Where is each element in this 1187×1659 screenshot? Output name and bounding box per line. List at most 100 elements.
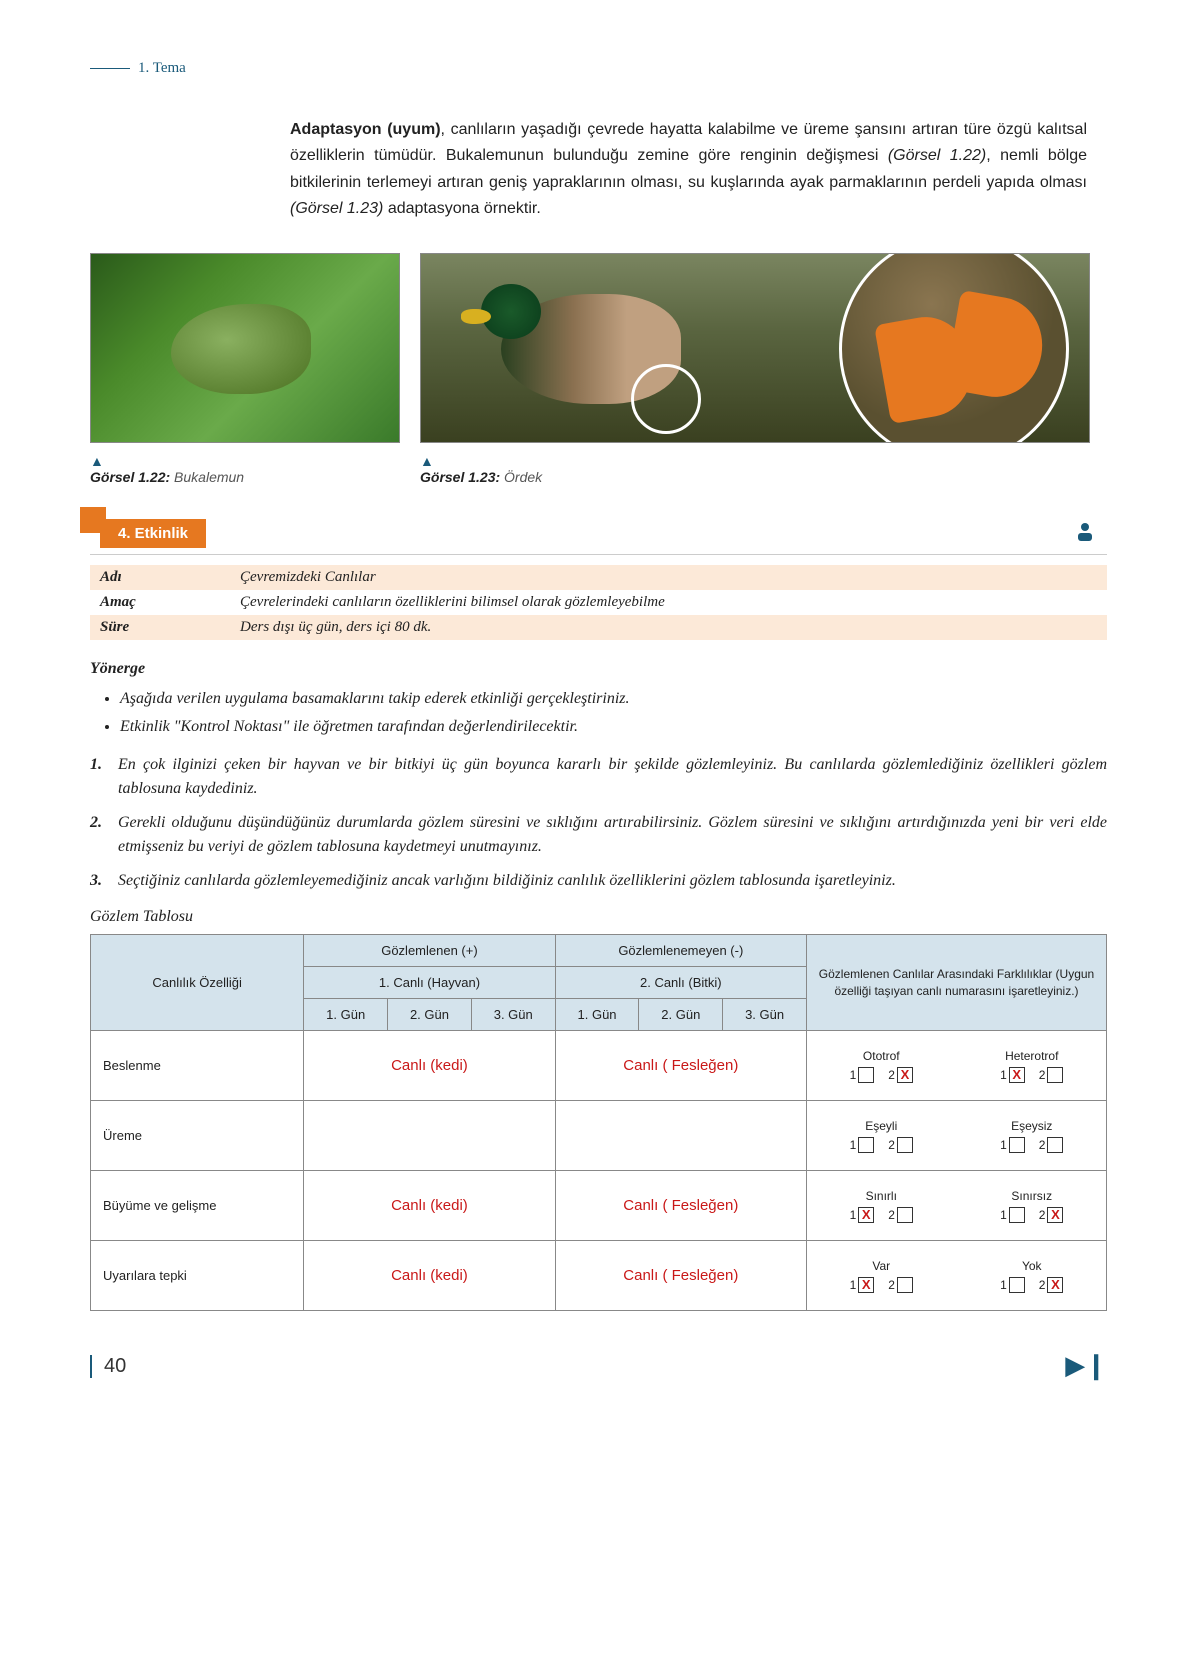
intro-t3: adaptasyona örnektir. [383,200,540,217]
checkbox[interactable] [1047,1137,1063,1153]
th-animal: 1. Canlı (Hayvan) [304,967,555,999]
plant-note-cell: Canlı ( Fesleğen) [555,1171,806,1241]
caption2-label: Görsel 1.23: [420,469,500,485]
person-icon [1073,520,1097,549]
diff-option-label: Heterotrof [1005,1049,1058,1063]
table-row: BeslenmeCanlı (kedi)Canlı ( Fesleğen) Oto… [91,1031,1107,1101]
checkbox[interactable] [897,1207,913,1223]
info-row-aim: Amaç Çevrelerindeki canlıların özellikle… [90,590,1107,615]
th-differences: Gözlemlenen Canlılar Arasındaki Farklılı… [807,935,1107,1031]
step-1: 1.En çok ilginizi çeken bir hayvan ve bi… [90,753,1107,801]
checkbox[interactable] [1009,1277,1025,1293]
observation-table: Canlılık Özelliği Gözlemlenen (+) Gözlem… [90,934,1107,1311]
info-label: Adı [100,569,240,586]
th-day: 1. Gün [555,999,639,1031]
chameleon-image [90,253,400,443]
diff-option-label: Sınırlı [866,1189,897,1203]
diff-cell: Sınırlı1X2Sınırsız12X [807,1171,1107,1241]
step-3: 3.Seçtiğiniz canlılarda gözlemleyemediği… [90,869,1107,893]
page-footer: 40 ▶❙ [90,1351,1107,1381]
plant-note-cell [555,1101,806,1171]
caption-2: ▲ Görsel 1.23: Ördek [420,453,1090,485]
page-header: 1. Tema [90,60,1107,77]
checkbox[interactable] [897,1137,913,1153]
activity-tab: 4. Etkinlik [100,519,206,548]
yonerge-bullets: Aşağıda verilen uygulama basamaklarını t… [120,688,1107,739]
duck-beak-shape [461,309,491,324]
header-label: 1. Tema [138,60,186,77]
step-num: 1. [90,753,118,801]
intro-i1: (Görsel 1.22) [888,147,986,164]
info-value: Çevrelerindeki canlıların özelliklerini … [240,594,1097,611]
bullet-item: Aşağıda verilen uygulama basamaklarını t… [120,688,1107,710]
diff-cell: Var1X2Yok12X [807,1241,1107,1311]
step-text: En çok ilginizi çeken bir hayvan ve bir … [118,753,1107,801]
th-day: 2. Gün [639,999,723,1031]
diff-option-label: Eşeyli [865,1119,897,1133]
triangle-icon: ▲ [420,453,1090,469]
yonerge-title: Yönerge [90,660,1107,678]
checkbox[interactable]: X [858,1277,874,1293]
animal-note-cell: Canlı (kedi) [304,1171,555,1241]
checkbox[interactable] [1009,1207,1025,1223]
activity-info: Adı Çevremizdeki Canlılar Amaç Çevreleri… [90,565,1107,640]
plant-note-cell: Canlı ( Fesleğen) [555,1241,806,1311]
info-label: Süre [100,619,240,636]
diff-option-label: Ototrof [863,1049,900,1063]
th-plant: 2. Canlı (Bitki) [555,967,806,999]
checkbox[interactable] [1009,1137,1025,1153]
table-row: Uyarılara tepkiCanlı (kedi)Canlı ( Fesle… [91,1241,1107,1311]
diff-cell: Eşeyli12Eşeysiz12 [807,1101,1107,1171]
info-row-time: Süre Ders dışı üç gün, ders içi 80 dk. [90,615,1107,640]
table-title: Gözlem Tablosu [90,908,1107,926]
th-property: Canlılık Özelliği [91,935,304,1031]
property-cell: Büyüme ve gelişme [91,1171,304,1241]
plant-note-cell: Canlı ( Fesleğen) [555,1031,806,1101]
checkbox[interactable] [858,1137,874,1153]
duck-image [420,253,1090,443]
images-row [90,253,1107,443]
checkbox[interactable]: X [858,1207,874,1223]
th-day: 3. Gün [723,999,807,1031]
property-cell: Beslenme [91,1031,304,1101]
property-cell: Üreme [91,1101,304,1171]
animal-note-cell: Canlı (kedi) [304,1031,555,1101]
info-label: Amaç [100,594,240,611]
step-text: Gerekli olduğunu düşündüğünüz durumlarda… [118,811,1107,859]
checkbox[interactable] [858,1067,874,1083]
diff-option-label: Eşeysiz [1011,1119,1052,1133]
step-num: 2. [90,811,118,859]
step-num: 3. [90,869,118,893]
diff-option-label: Sınırsız [1011,1189,1052,1203]
caption1-label: Görsel 1.22: [90,469,170,485]
intro-paragraph: Adaptasyon (uyum), canlıların yaşadığı ç… [290,117,1087,223]
next-page-icon: ▶❙ [1065,1351,1107,1381]
intro-i2: (Görsel 1.23) [290,200,383,217]
inset-circle-small [631,364,701,434]
th-day: 3. Gün [471,999,555,1031]
checkbox[interactable]: X [1047,1277,1063,1293]
table-row: Büyüme ve gelişmeCanlı (kedi)Canlı ( Fes… [91,1171,1107,1241]
info-value: Çevremizdeki Canlılar [240,569,1097,586]
caption1-text: Bukalemun [170,469,244,485]
info-value: Ders dışı üç gün, ders içi 80 dk. [240,619,1097,636]
th-day: 2. Gün [388,999,472,1031]
checkbox[interactable] [897,1277,913,1293]
animal-note-cell: Canlı (kedi) [304,1241,555,1311]
intro-bold: Adaptasyon (uyum) [290,121,441,138]
property-cell: Uyarılara tepki [91,1241,304,1311]
numbered-steps: 1.En çok ilginizi çeken bir hayvan ve bi… [90,753,1107,893]
header-rule [90,68,130,69]
webbed-foot-2 [944,290,1050,404]
captions-row: ▲ Görsel 1.22: Bukalemun ▲ Görsel 1.23: … [90,453,1107,485]
caption2-text: Ördek [500,469,542,485]
table-row: Üreme Eşeyli12Eşeysiz12 [91,1101,1107,1171]
checkbox[interactable] [1047,1067,1063,1083]
checkbox[interactable]: X [897,1067,913,1083]
duck-head-shape [481,284,541,339]
checkbox[interactable]: X [1047,1207,1063,1223]
th-observed: Gözlemlenen (+) [304,935,555,967]
diff-option-label: Var [872,1259,890,1273]
th-day: 1. Gün [304,999,388,1031]
checkbox[interactable]: X [1009,1067,1025,1083]
